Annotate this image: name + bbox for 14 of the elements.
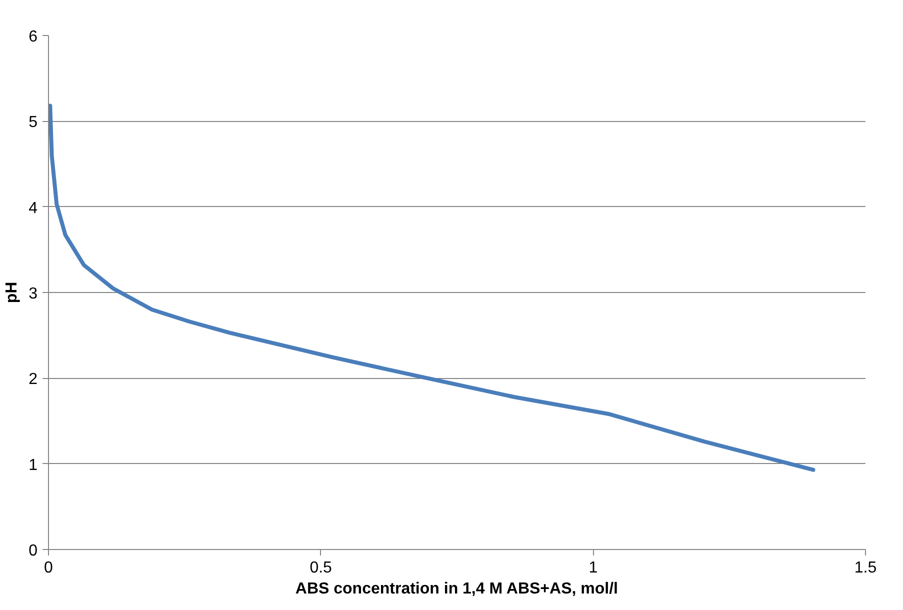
x-tick-label: 1 <box>588 560 598 576</box>
x-tick-label: 0.5 <box>310 560 332 576</box>
y-tick-label: 3 <box>28 286 38 302</box>
line-series <box>48 104 816 472</box>
x-tick-label: 0 <box>44 560 54 576</box>
y-tick-label: 0 <box>28 542 38 560</box>
y-tick-label: 4 <box>28 200 38 217</box>
x-axis-title: ABS concentration in 1,4 M ABS+AS, mol/l <box>295 580 618 598</box>
y-axis-title: pH <box>4 282 21 304</box>
y-tick-label: 6 <box>28 28 38 46</box>
y-tick-label: 1 <box>28 456 38 474</box>
x-tick-label: 1.5 <box>854 560 877 576</box>
y-tick-label: 5 <box>28 114 38 132</box>
y-tick-label: 2 <box>28 371 38 388</box>
